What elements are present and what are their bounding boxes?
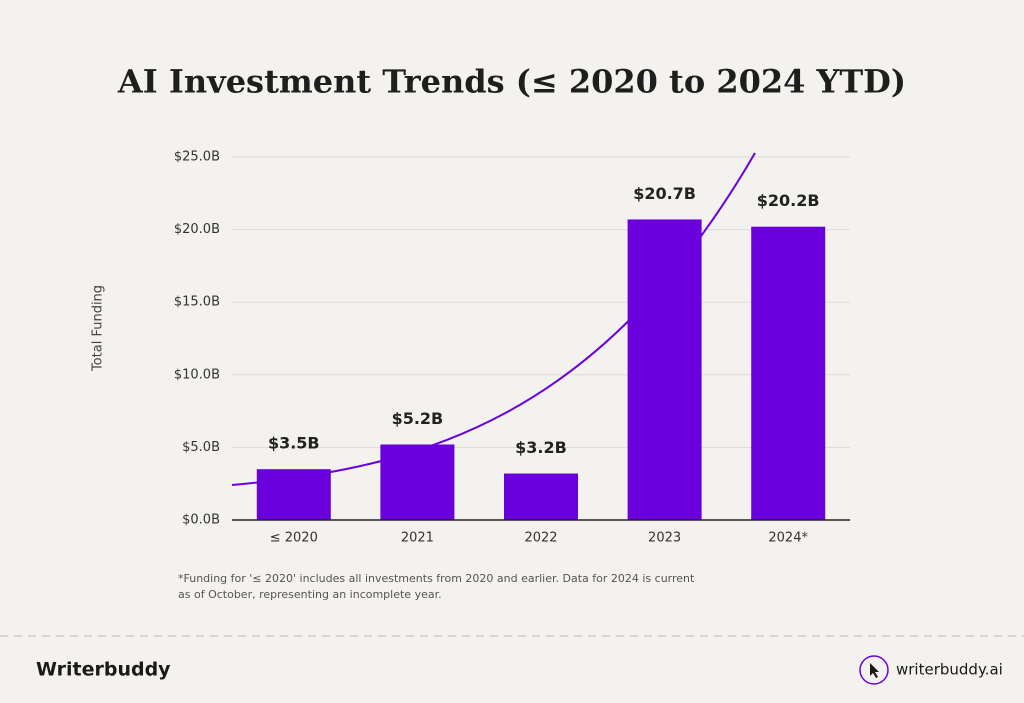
value-label: $20.2B (757, 191, 820, 210)
chart-title: AI Investment Trends (≤ 2020 to 2024 YTD… (117, 63, 906, 101)
y-tick-label: $0.0B (182, 513, 220, 528)
y-tick-label: $15.0B (174, 295, 220, 310)
value-label: $5.2B (392, 409, 444, 428)
x-tick-label: 2022 (524, 531, 557, 546)
brand-icon (859, 655, 889, 685)
x-tick-label: 2021 (401, 531, 434, 546)
website[interactable]: writerbuddy.ai (896, 661, 1003, 679)
x-tick-label: 2023 (648, 531, 681, 546)
brand: Writerbuddy (36, 659, 171, 681)
cursor-icon (870, 663, 879, 678)
value-label: $20.7B (633, 184, 696, 203)
x-tick-label: ≤ 2020 (270, 531, 318, 546)
trend-line (231, 152, 756, 486)
value-label: $3.5B (268, 434, 320, 453)
x-tick-label: 2024* (768, 531, 808, 546)
footnote: *Funding for '≤ 2020' includes all inves… (178, 572, 695, 585)
bar (504, 473, 578, 520)
bar (380, 444, 455, 520)
y-axis-label: Total Funding (91, 285, 106, 372)
y-tick-label: $5.0B (182, 440, 220, 455)
bar (627, 219, 702, 520)
y-tick-label: $25.0B (174, 150, 220, 165)
y-tick-label: $20.0B (174, 222, 220, 237)
y-tick-label: $10.0B (174, 367, 220, 382)
bar (256, 469, 331, 520)
footnote: as of October, representing an incomplet… (178, 588, 442, 601)
plot: $0.0B $5.0B $10.0B $15.0B $20.0B $25.0B ≤ 2020… (174, 150, 850, 546)
value-label: $3.2B (515, 438, 567, 457)
bar (751, 226, 826, 521)
